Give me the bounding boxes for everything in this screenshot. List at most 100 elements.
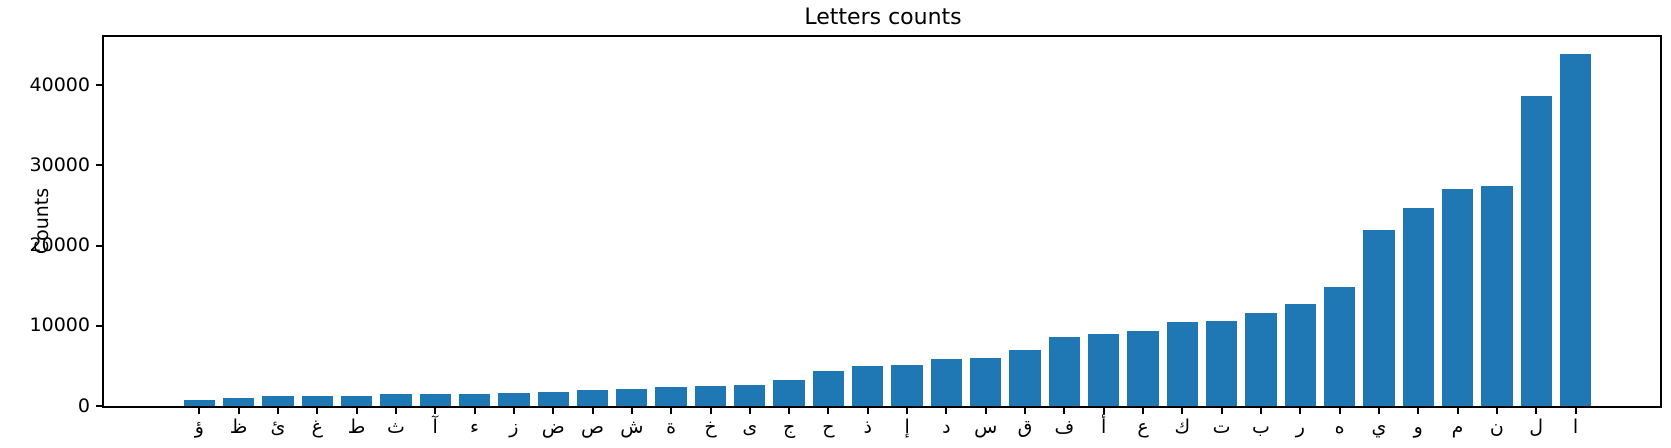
bar [852,366,884,406]
x-tick-label: ج [782,416,796,438]
bar [1481,186,1513,406]
x-tick-label: إ [904,416,910,438]
x-tick-label: ض [541,416,565,438]
y-tick-label: 20000 [29,234,90,257]
x-tick-label: س [974,416,998,438]
x-tick-mark [316,406,319,414]
bar [419,394,451,406]
x-tick-mark [984,406,987,414]
bar [222,398,255,406]
x-tick-mark [473,406,476,414]
bar [655,387,687,406]
x-tick-label: م [1451,416,1464,438]
x-tick-label: ى [742,416,758,438]
x-tick-mark [552,406,555,414]
bar [498,393,530,406]
x-tick-mark [1574,406,1577,414]
x-tick-label: ث [386,416,405,438]
x-tick-mark [237,406,240,414]
x-tick-label: ه [1334,416,1345,438]
bar [1166,322,1198,406]
x-tick-mark [1181,406,1184,414]
x-tick-mark [394,406,397,414]
x-tick-label: ح [822,416,835,438]
x-tick-label: ذ [863,416,872,438]
x-tick-mark [748,406,751,414]
bar [930,358,963,406]
x-tick-mark [670,406,673,414]
x-tick-mark [1299,406,1302,414]
bar [1284,304,1316,406]
x-tick-mark [1377,406,1380,414]
y-tick-mark [96,84,104,87]
x-tick-label: أ [1101,416,1107,438]
bar [1441,189,1474,406]
x-tick-label: ع [1137,416,1149,438]
plot-area [102,35,1662,408]
x-tick-mark [434,406,437,414]
x-tick-mark [198,406,201,414]
bar [1520,96,1552,406]
bar [1048,337,1080,406]
bar [183,399,215,406]
x-tick-label: ا [1572,416,1579,438]
bar [301,395,333,406]
bar [1009,349,1041,406]
bar [616,389,648,406]
x-tick-mark [788,406,791,414]
x-tick-label: ب [1251,416,1270,438]
bar [1363,229,1395,406]
x-tick-label: خ [704,416,717,438]
bar [340,395,373,406]
bar [1323,286,1356,406]
y-tick-label: 30000 [29,153,90,176]
x-tick-label: ئ [270,416,286,438]
bar [537,392,569,406]
y-tick-label: 10000 [29,314,90,337]
x-tick-mark [945,406,948,414]
x-tick-mark [512,406,515,414]
x-tick-mark [630,406,633,414]
x-tick-mark [1142,406,1144,414]
x-tick-label: ؤ [194,416,204,438]
x-tick-mark [355,406,358,414]
y-tick-mark [96,324,104,327]
x-tick-label: ت [1212,416,1231,438]
bar [970,357,1002,406]
x-tick-label: ص [581,416,604,438]
y-tick-mark [96,164,104,167]
x-tick-mark [827,406,830,414]
x-tick-mark [1024,406,1026,414]
bar [773,379,805,406]
bar [262,396,294,406]
x-tick-label: ل [1529,416,1544,438]
x-tick-label: ز [509,416,519,438]
x-tick-label: ش [620,416,644,438]
x-tick-label: غ [311,416,323,438]
x-tick-mark [276,406,279,414]
x-tick-mark [1063,406,1066,414]
x-tick-mark [906,406,909,414]
bar [1088,333,1120,406]
bar [1559,53,1592,406]
x-tick-label: د [942,416,951,438]
x-tick-label: ف [1054,416,1075,438]
x-tick-label: ء [470,416,479,438]
x-tick-mark [1220,406,1223,414]
bar [1245,312,1277,406]
bar [891,365,923,406]
x-tick-mark [866,406,869,414]
x-tick-label: ق [1017,416,1033,438]
y-tick-mark [96,405,104,407]
x-tick-label: ي [1371,416,1387,438]
bar [1402,207,1434,406]
x-tick-mark [591,406,594,414]
bar [734,385,766,406]
x-tick-label: ظ [229,416,248,438]
x-tick-mark [1535,406,1538,414]
y-tick-mark [96,244,104,247]
bar [458,393,491,406]
x-tick-mark [1417,406,1420,414]
x-tick-mark [1456,406,1459,414]
